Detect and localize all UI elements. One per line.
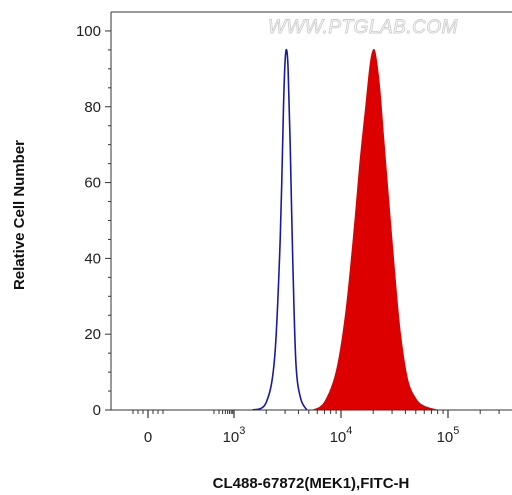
series-stained-histogram bbox=[311, 48, 438, 411]
y-tick-label-60: 60 bbox=[84, 175, 101, 192]
x-tick-label-10000: 104 bbox=[330, 425, 353, 446]
y-tick-label-100: 100 bbox=[76, 23, 101, 40]
series-control-histogram bbox=[252, 48, 308, 411]
plot-area: 0 20 40 60 80 100 0 103 104 105 bbox=[76, 11, 512, 446]
x-tick-label-1000: 103 bbox=[223, 425, 246, 446]
y-axis-title: Relative Cell Number bbox=[11, 140, 28, 290]
x-axis-title: CL488-67872(MEK1),FITC-H bbox=[213, 475, 410, 492]
x-tick-label-0: 0 bbox=[144, 429, 152, 446]
watermark: WWW.PTGLAB.COM bbox=[268, 17, 458, 38]
y-tick-label-0: 0 bbox=[93, 402, 101, 419]
y-tick-label-40: 40 bbox=[84, 250, 101, 267]
y-tick-label-80: 80 bbox=[84, 99, 101, 116]
y-tick-label-20: 20 bbox=[84, 326, 101, 343]
x-tick-label-100000: 105 bbox=[437, 425, 460, 446]
